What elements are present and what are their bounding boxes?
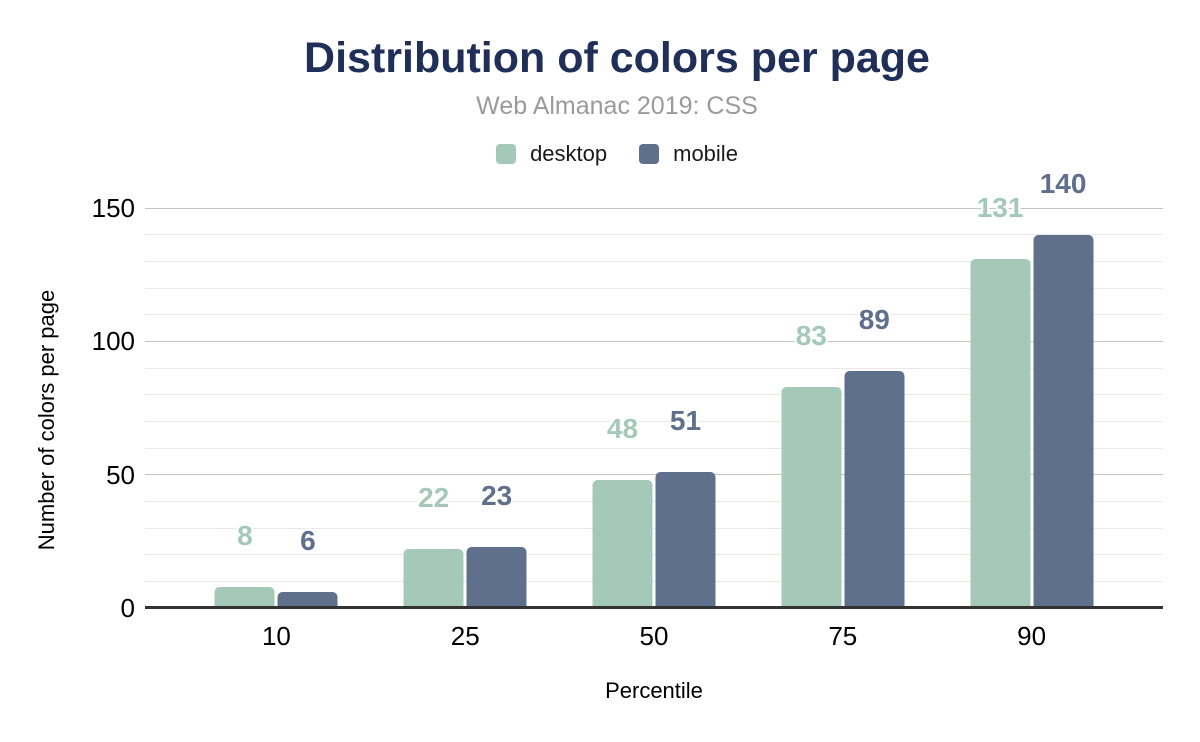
- minor-gridline-130: [145, 260, 1163, 262]
- value-label-desktop-10: 8: [237, 519, 253, 551]
- bar-groups: 10 8 6 25 22 23 50 48 51 75 83 89 90 131 140: [182, 169, 1126, 651]
- x-tick-label-50: 50: [639, 621, 669, 651]
- x-tick-label-75: 75: [828, 621, 858, 651]
- bar-slot-mobile-50: 51: [655, 208, 716, 608]
- minor-gridline-80: [145, 394, 1163, 396]
- bar-slot-mobile-90: 140: [1033, 169, 1094, 608]
- legend-swatch-mobile-icon: [639, 144, 660, 164]
- x-axis-title: Percentile: [605, 678, 703, 703]
- bar-group-50: 50 48 51: [560, 208, 749, 651]
- bar-desktop-25: [403, 549, 464, 608]
- major-gridline-100: [145, 340, 1163, 342]
- legend-label-mobile: mobile: [673, 141, 738, 166]
- bar-slot-mobile-10: 6: [277, 208, 338, 608]
- y-tick-label-150: 150: [91, 193, 135, 223]
- bar-mobile-10: [277, 592, 338, 608]
- value-label-desktop-90: 131: [976, 191, 1024, 223]
- bar-mobile-75: [844, 370, 905, 608]
- minor-gridline-60: [145, 447, 1163, 449]
- legend-item-mobile: mobile: [639, 141, 738, 167]
- y-tick-label-100: 100: [91, 326, 135, 357]
- bar-slot-mobile-25: 23: [466, 208, 527, 608]
- bar-slot-desktop-50: 48: [592, 208, 653, 608]
- x-tick-label-10: 10: [261, 621, 291, 651]
- chart-title: Distribution of colors per page: [304, 34, 930, 82]
- legend-label-desktop: desktop: [530, 141, 608, 166]
- minor-gridline-40: [145, 500, 1163, 502]
- bar-pair-90: 131 140: [970, 169, 1094, 608]
- minor-gridline-140: [145, 234, 1163, 236]
- minor-gridline-30: [145, 527, 1163, 529]
- y-axis-title: Number of colors per page: [34, 289, 59, 551]
- value-label-desktop-50: 48: [606, 413, 639, 444]
- value-label-mobile-90: 140: [1039, 167, 1087, 199]
- bar-group-10: 10 8 6: [182, 208, 371, 651]
- bar-desktop-75: [781, 386, 842, 608]
- major-gridline-150: [145, 207, 1163, 209]
- bar-desktop-50: [592, 480, 653, 608]
- bar-slot-mobile-75: 89: [844, 208, 905, 608]
- major-gridline-50: [145, 474, 1163, 476]
- value-label-mobile-25: 23: [481, 479, 513, 511]
- y-tick-label-50: 50: [106, 459, 135, 490]
- bar-pair-50: 48 51: [592, 208, 716, 608]
- minor-gridline-110: [145, 314, 1163, 316]
- bar-slot-desktop-10: 8: [214, 208, 275, 608]
- bar-slot-desktop-90: 131: [970, 193, 1031, 608]
- plot-area: 0 50 100 150 10 8 6 25 22 23 50 48 51 75 83 89 90 131 140: [92, 169, 1163, 651]
- chart-subtitle: Web Almanac 2019: CSS: [476, 92, 758, 120]
- bar-desktop-90: [970, 258, 1031, 608]
- legend: desktop mobile: [17, 141, 1200, 167]
- minor-gridline-70: [145, 420, 1163, 422]
- bar-slot-desktop-25: 22: [403, 208, 464, 608]
- x-tick-label-25: 25: [450, 621, 480, 651]
- value-label-mobile-50: 51: [669, 405, 702, 436]
- bar-group-90: 90 131 140: [937, 169, 1126, 651]
- bar-pair-25: 22 23: [403, 208, 527, 608]
- x-axis-line: [145, 606, 1163, 609]
- minor-gridline-20: [145, 554, 1163, 556]
- bar-group-75: 75 83 89: [748, 208, 937, 651]
- chart-header: Distribution of colors per page Web Alma…: [17, 0, 1200, 121]
- legend-item-desktop: desktop: [496, 141, 607, 167]
- bar-pair-75: 83 89: [781, 208, 905, 608]
- value-label-desktop-25: 22: [418, 482, 450, 514]
- value-label-mobile-10: 6: [300, 525, 316, 556]
- minor-gridline-120: [145, 287, 1163, 289]
- bar-mobile-90: [1033, 234, 1094, 608]
- bar-desktop-10: [214, 586, 275, 608]
- minor-gridline-90: [145, 367, 1163, 369]
- minor-gridline-10: [145, 580, 1163, 582]
- bar-group-25: 25 22 23: [371, 208, 560, 651]
- legend-swatch-desktop-icon: [496, 144, 517, 164]
- bar-mobile-25: [466, 546, 527, 608]
- value-label-desktop-75: 83: [795, 319, 827, 351]
- bar-slot-desktop-75: 83: [781, 208, 842, 608]
- bar-mobile-50: [655, 472, 716, 608]
- value-label-mobile-75: 89: [858, 303, 890, 335]
- y-tick-label-0: 0: [120, 593, 135, 623]
- x-tick-label-90: 90: [1017, 621, 1047, 651]
